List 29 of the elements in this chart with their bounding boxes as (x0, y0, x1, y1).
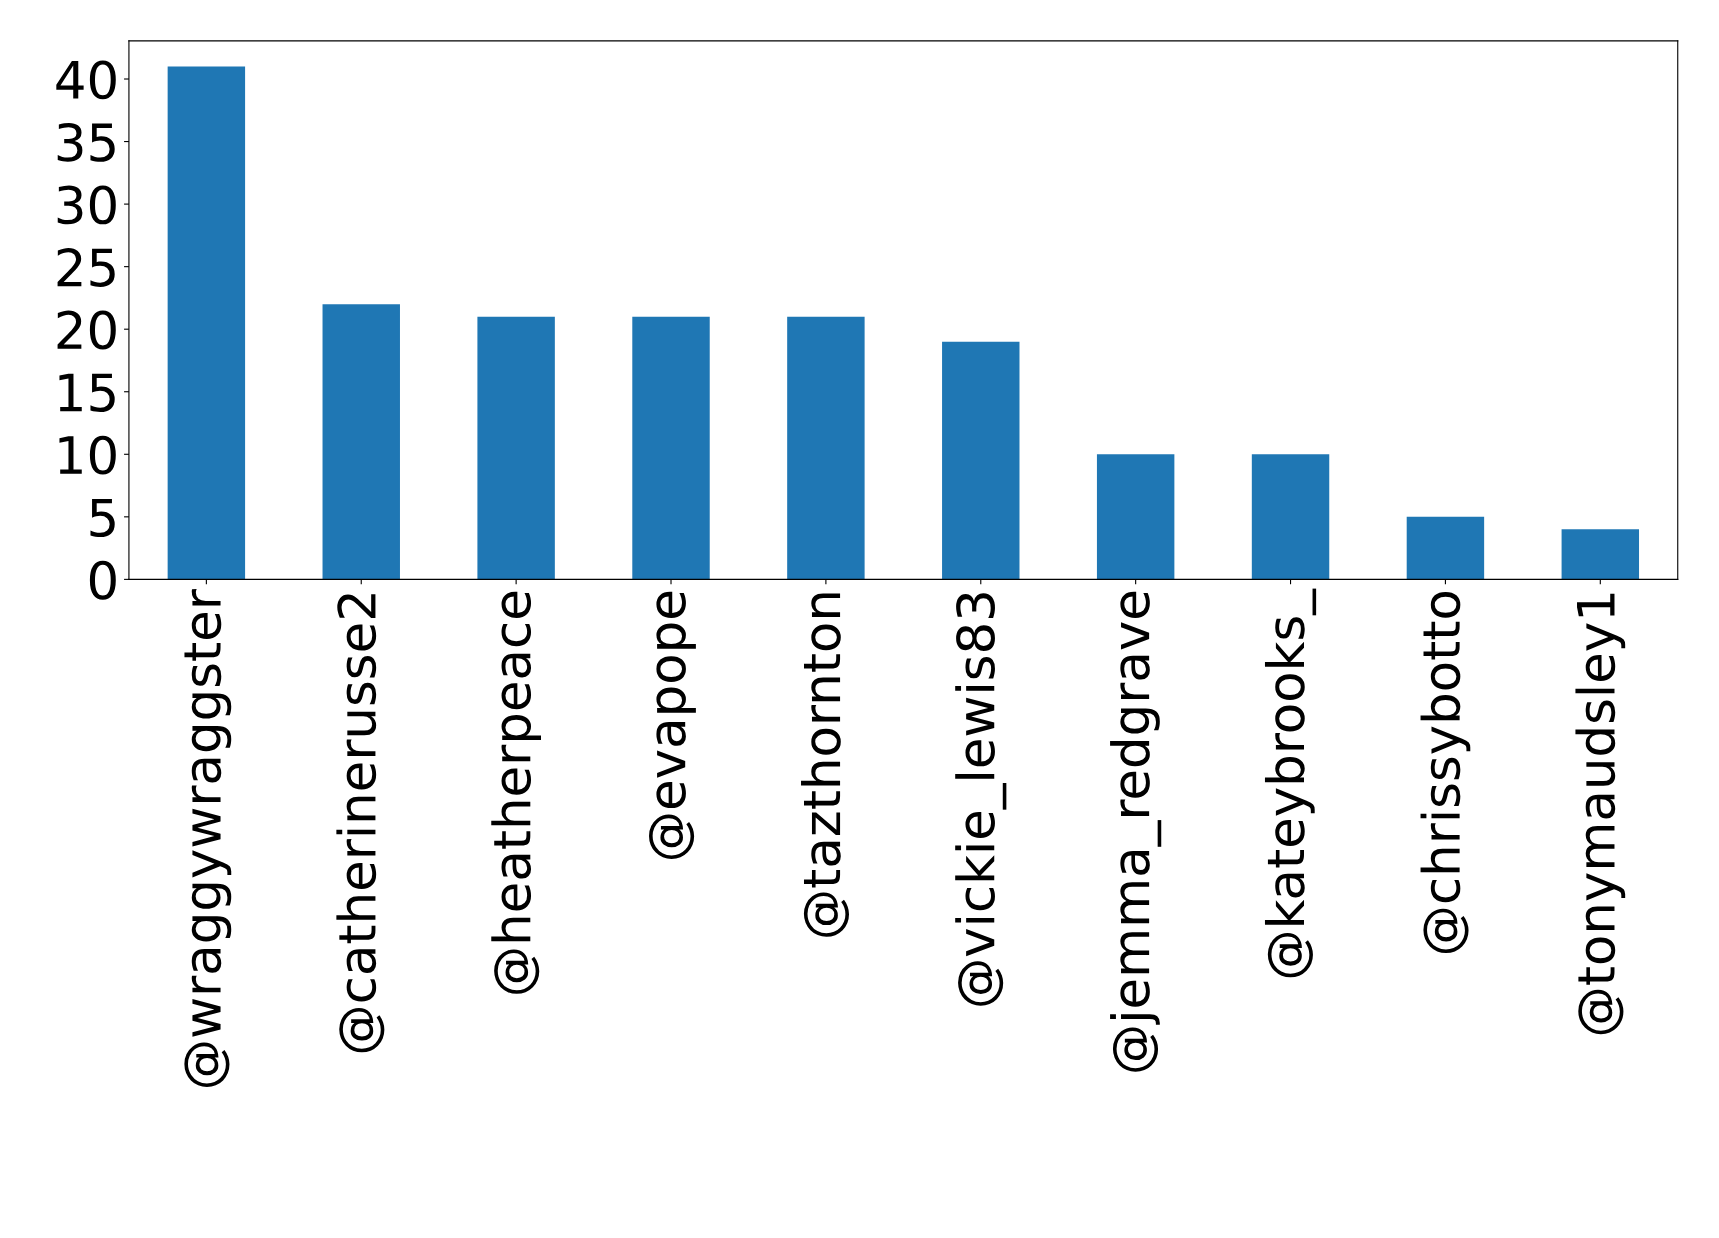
y-tick-label: 40 (56, 60, 116, 100)
x-tick-label: @tonymaudsley1 (1575, 593, 1626, 1035)
x-tick-label: @chrissybotto (1420, 591, 1471, 954)
bar (477, 316, 555, 580)
x-tick-label: @wraggywraggster (184, 589, 232, 1087)
y-tick-label: 5 (90, 498, 115, 538)
bar (787, 316, 865, 580)
y-tick-label: 10 (59, 435, 116, 475)
x-tick-label: @jemma_redgrave (1110, 591, 1162, 1072)
bar (167, 66, 246, 580)
x-tick-label: @tazthornton (801, 593, 850, 937)
y-tick-label: 15 (59, 373, 115, 412)
bar (1251, 454, 1330, 580)
x-tick-label: @kateybrooks_ (1264, 588, 1317, 978)
x-tick-label: @evapope (649, 591, 696, 859)
bar (322, 304, 400, 580)
bar (942, 341, 1020, 580)
y-tick-label: 0 (89, 560, 116, 600)
y-tick-label: 35 (57, 122, 115, 162)
y-tick-label: 30 (57, 185, 116, 225)
x-tick-label: @catherinerusse2 (336, 594, 385, 1053)
y-tick-label: 25 (57, 248, 115, 287)
x-tick-label: @heatherpeace (491, 591, 541, 994)
x-tick-label: @vickie_lewis83 (955, 593, 1007, 1006)
y-tick-label: 20 (57, 310, 116, 350)
bar (1096, 454, 1175, 580)
bar (1561, 529, 1640, 580)
bar (632, 316, 710, 580)
bar (1406, 516, 1485, 580)
